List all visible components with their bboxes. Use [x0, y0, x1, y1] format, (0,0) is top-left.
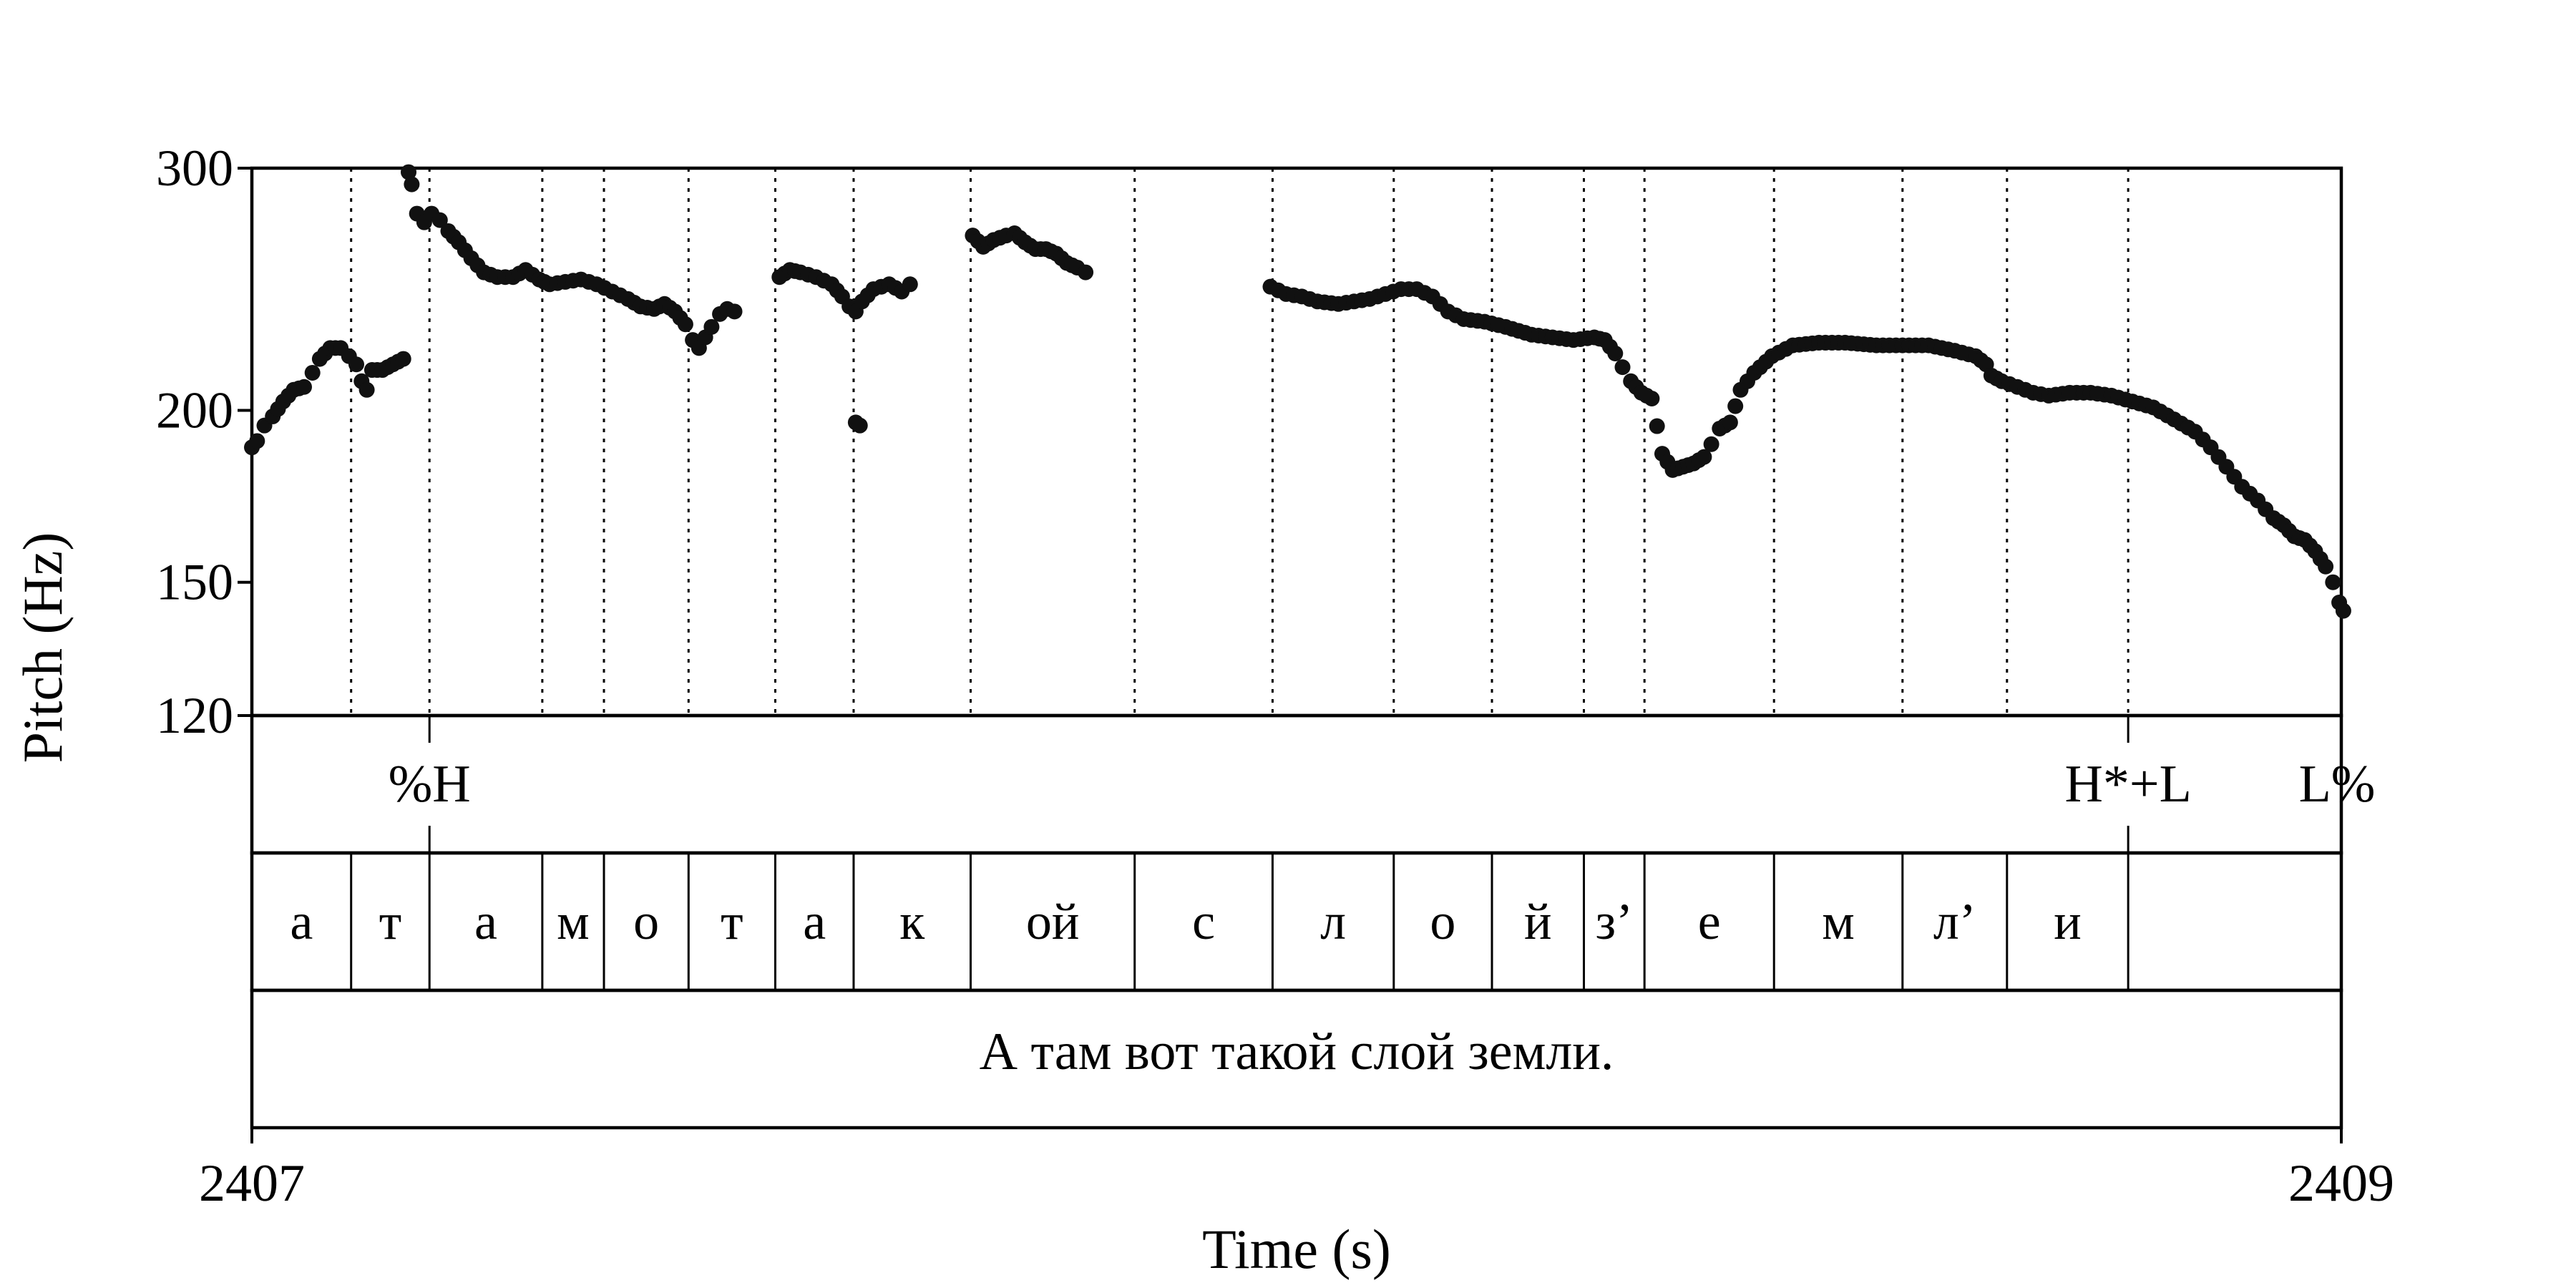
- frames: [250, 166, 2343, 1130]
- pitch-point-170: [1614, 359, 1631, 376]
- pitch-point-190: [1727, 398, 1744, 414]
- segment-label-10: л: [1320, 893, 1346, 950]
- pitch-point-189: [1722, 414, 1738, 431]
- segment-label-7: к: [899, 893, 925, 950]
- tone-label-0: %H: [389, 755, 471, 814]
- segment-label-8: ой: [1026, 893, 1080, 950]
- segment-label-1: т: [379, 893, 401, 950]
- tone-tier-labels: %H H*+L L%: [389, 755, 2376, 814]
- segment-label-14: е: [1698, 893, 1721, 950]
- pitch-point-176: [1649, 418, 1665, 434]
- sentence-label: А там вот такой слой земли.: [980, 1023, 1614, 1081]
- segment-label-5: т: [721, 893, 743, 950]
- segment-label-0: а: [290, 893, 313, 950]
- pitch-point-280: [2325, 574, 2341, 590]
- segment-tier-labels: а т а м о т а к ой с л о й з’ е м л’ и: [290, 893, 2081, 950]
- x-tick-label-0: 2407: [199, 1154, 305, 1213]
- pitch-point-32: [431, 212, 448, 228]
- y-tick-label-2: 150: [156, 554, 233, 611]
- pitch-point-282: [2335, 602, 2351, 619]
- y-tick-label-0: 300: [156, 140, 233, 197]
- pitch-point-26: [395, 351, 411, 367]
- segment-label-16: л’: [1933, 893, 1976, 950]
- pitch-point-97: [902, 276, 918, 293]
- segment-label-13: з’: [1596, 893, 1633, 950]
- pitch-point-175: [1644, 390, 1660, 406]
- y-tick-label-1: 200: [156, 382, 233, 439]
- x-axis-ticks: 2407 2409: [199, 1128, 2394, 1213]
- segment-label-9: с: [1192, 893, 1215, 950]
- y-tick-label-3: 120: [156, 687, 233, 744]
- pitch-point-9: [296, 379, 312, 395]
- tone-label-2: L%: [2299, 755, 2376, 814]
- pitch-point-19: [358, 381, 375, 398]
- y-axis-label: Pitch (Hz): [11, 532, 74, 763]
- segment-label-15: м: [1822, 893, 1855, 950]
- pitch-point-28: [404, 176, 420, 192]
- pitch-point-73: [703, 318, 720, 335]
- pitch-point-10: [304, 364, 321, 381]
- segment-label-12: й: [1524, 893, 1552, 950]
- pitch-point-1: [249, 433, 265, 449]
- pitch-point-99: [852, 417, 868, 434]
- pitch-point-27: [401, 164, 416, 180]
- x-axis-label: Time (s): [1202, 1218, 1391, 1280]
- pitch-point-169: [1607, 345, 1624, 361]
- y-axis-ticks: 300 200 150 120: [156, 140, 252, 744]
- sentence-tier-frame: [250, 988, 2343, 1130]
- segment-label-6: а: [803, 893, 826, 950]
- segment-label-2: а: [474, 893, 497, 950]
- segment-label-17: и: [2054, 893, 2082, 950]
- x-tick-label-1: 2409: [2288, 1154, 2394, 1213]
- pitch-point-69: [677, 316, 693, 333]
- pitch-track: [244, 164, 2351, 619]
- pitch-point-185: [1696, 449, 1712, 465]
- segment-label-4: о: [633, 893, 659, 950]
- tone-label-1: H*+L: [2064, 755, 2191, 814]
- pitch-point-120: [1078, 264, 1094, 280]
- boundary-gridlines: [350, 168, 2129, 716]
- pitch-point-279: [2318, 558, 2334, 575]
- pitch-point-186: [1703, 436, 1719, 452]
- pitch-point-17: [348, 356, 364, 373]
- segment-label-11: о: [1430, 893, 1455, 950]
- pitch-point-76: [726, 303, 743, 320]
- tier-boundary-lines: [350, 716, 2129, 990]
- segment-label-3: м: [557, 893, 590, 950]
